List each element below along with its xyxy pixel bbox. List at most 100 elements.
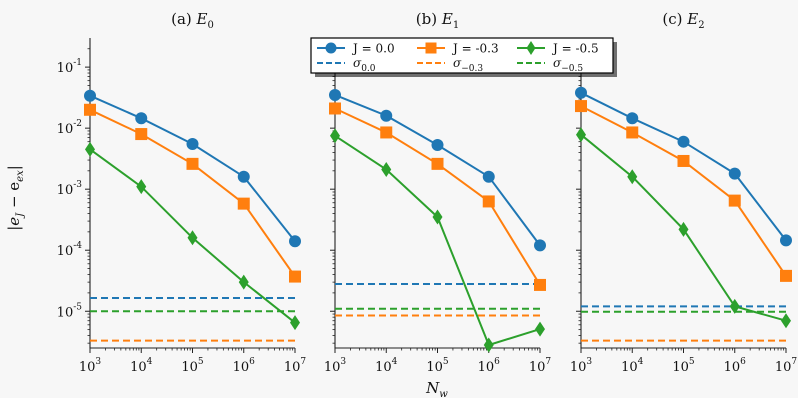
x-tick-base: 10	[181, 360, 198, 375]
x-tick-base: 10	[775, 360, 792, 375]
y-tick-label: 10-1	[57, 58, 82, 76]
data-point	[136, 179, 147, 195]
x-tick-exp: 4	[392, 357, 398, 367]
ylabel-sub: J	[15, 212, 26, 219]
legend-label: J = 0.0	[351, 42, 395, 56]
x-tick-base: 10	[724, 360, 741, 375]
x-tick-label: 105	[181, 357, 204, 375]
ylabel-part: |	[5, 165, 23, 170]
panel-title-var: E	[196, 10, 208, 28]
ylabel-sub: ex	[15, 170, 26, 182]
x-tick-label: 104	[130, 357, 153, 375]
data-point	[729, 298, 740, 314]
y-tick-label: 10-2	[57, 119, 82, 137]
data-point	[238, 274, 249, 290]
x-tick-base: 10	[426, 360, 443, 375]
x-tick-exp: 5	[689, 357, 695, 367]
data-point	[482, 170, 495, 183]
data-point	[330, 128, 340, 144]
x-tick-exp: 6	[494, 357, 500, 367]
panel-title-sub: 2	[698, 20, 704, 31]
x-axis-label-text: Nw	[425, 379, 448, 398]
legend-label: J = -0.5	[551, 42, 599, 56]
data-point	[186, 138, 199, 151]
y-tick-base: 10	[57, 183, 74, 198]
data-point	[728, 194, 741, 207]
data-point	[626, 126, 639, 139]
panel-title-var: E	[686, 10, 698, 28]
x-tick-label: 103	[324, 357, 347, 375]
ylabel-part: |e	[5, 217, 23, 231]
data-point	[627, 169, 638, 185]
data-point	[431, 157, 444, 170]
legend-label: σ0.0	[353, 56, 376, 74]
x-tick-base: 10	[233, 360, 250, 375]
panel-title-prefix: (c)	[662, 10, 687, 28]
data-point	[186, 157, 199, 170]
x-tick-label: 107	[284, 357, 307, 375]
x-tick-exp: 4	[147, 357, 153, 367]
panel-title: (b) E1	[416, 10, 459, 31]
data-point	[187, 230, 198, 246]
x-tick-base: 10	[529, 360, 546, 375]
data-point	[780, 269, 792, 282]
x-tick-label: 107	[775, 357, 798, 375]
panel-title-sub: 1	[453, 20, 459, 31]
y-axis-label-text: |eJ − eex|	[5, 165, 26, 231]
legend-label-sub: −0.3	[461, 64, 483, 74]
y-tick-base: 10	[57, 122, 74, 137]
y-tick-exp: -1	[73, 58, 82, 68]
data-point	[535, 321, 545, 337]
legend-label-base: σ	[553, 56, 562, 70]
data-point	[626, 112, 639, 125]
panel-title-sub: 0	[208, 20, 214, 31]
data-point	[576, 127, 586, 143]
data-point	[135, 112, 148, 125]
data-point	[483, 337, 494, 353]
legend-label-base: σ	[453, 56, 462, 70]
data-point	[237, 170, 250, 183]
panel-title-prefix: (b)	[416, 10, 442, 28]
y-tick-label: 10-4	[57, 241, 83, 259]
x-tick-base: 10	[130, 360, 147, 375]
y-tick-base: 10	[57, 244, 74, 259]
x-tick-label: 107	[529, 357, 552, 375]
x-tick-exp: 7	[300, 357, 306, 367]
x-tick-label: 105	[426, 357, 449, 375]
data-point	[380, 126, 393, 139]
data-point	[381, 162, 392, 178]
data-point	[290, 315, 300, 331]
x-tick-base: 10	[621, 360, 638, 375]
data-point	[237, 197, 250, 210]
x-tick-exp: 7	[545, 357, 551, 367]
legend-marker	[325, 42, 337, 54]
x-tick-base: 10	[478, 360, 495, 375]
x-tick-exp: 6	[249, 357, 255, 367]
data-point	[380, 109, 393, 122]
x-tick-label: 104	[621, 357, 644, 375]
x-tick-exp: 6	[740, 357, 746, 367]
data-point	[432, 209, 443, 225]
x-tick-exp: 3	[95, 357, 101, 367]
legend-label-sub: 0.0	[361, 64, 376, 74]
legend-box	[310, 37, 614, 74]
x-tick-base: 10	[324, 360, 341, 375]
data-point	[289, 235, 301, 248]
data-point	[677, 154, 690, 167]
x-tick-label: 103	[79, 357, 102, 375]
y-tick-exp: -3	[73, 180, 82, 190]
y-tick-base: 10	[57, 305, 74, 320]
y-axis-label: |eJ − eex|	[5, 165, 26, 231]
x-tick-base: 10	[79, 360, 96, 375]
legend-label: σ−0.5	[553, 56, 583, 74]
data-point	[85, 141, 95, 157]
x-tick-label: 105	[672, 357, 695, 375]
x-tick-base: 10	[570, 360, 587, 375]
y-tick-exp: -4	[73, 241, 82, 251]
panel-title-prefix: (a)	[171, 10, 196, 28]
legend-label: J = -0.3	[451, 42, 499, 56]
panel-title: (c) E2	[662, 10, 704, 31]
x-tick-exp: 7	[791, 357, 797, 367]
x-tick-base: 10	[375, 360, 392, 375]
